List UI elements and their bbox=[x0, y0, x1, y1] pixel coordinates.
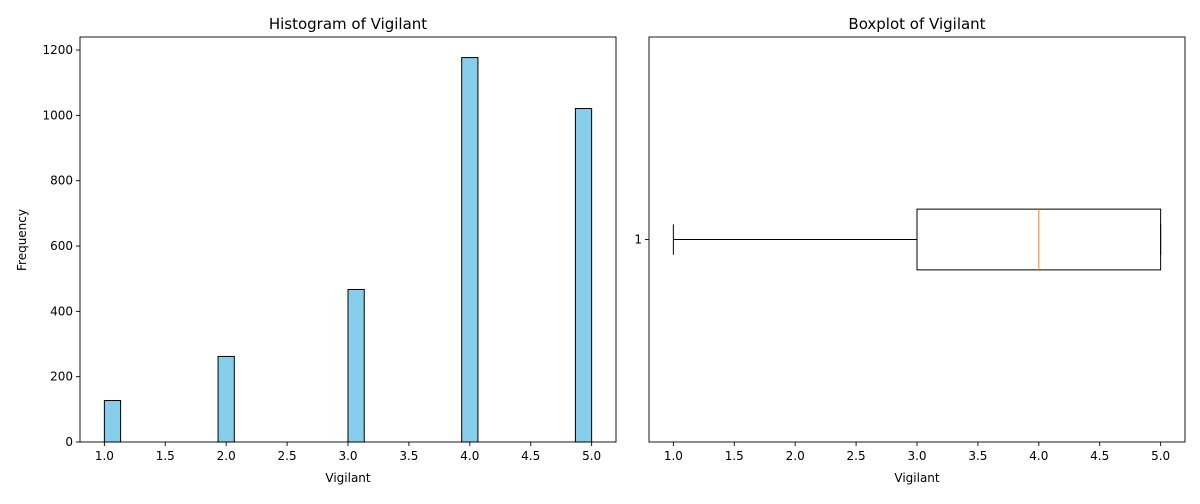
histogram-y-tick-label: 600 bbox=[50, 239, 73, 253]
boxplot-x-tick-label: 2.5 bbox=[847, 449, 866, 463]
boxplot-x-ticks: 1.0 1.5 2.0 2.5 3.0 3.5 4.0 4.5 5.0 bbox=[664, 442, 1170, 463]
boxplot-x-tick-label: 1.5 bbox=[725, 449, 744, 463]
boxplot-y-tick-label: 1 bbox=[634, 233, 642, 247]
histogram-y-tick-label: 800 bbox=[50, 174, 73, 188]
histogram-x-tick-label: 1.0 bbox=[95, 449, 114, 463]
histogram-x-axis-label: Vigilant bbox=[325, 471, 371, 485]
histogram-y-tick-label: 1000 bbox=[42, 108, 73, 122]
histogram-y-tick-label: 400 bbox=[50, 304, 73, 318]
boxplot-title: Boxplot of Vigilant bbox=[848, 15, 985, 33]
boxplot-x-axis-label: Vigilant bbox=[894, 471, 940, 485]
histogram-x-tick-label: 3.5 bbox=[399, 449, 418, 463]
histogram-x-ticks: 1.0 1.5 2.0 2.5 3.0 3.5 4.0 4.5 5.0 bbox=[95, 442, 601, 463]
boxplot-panel: Boxplot of Vigilant 1.0 1.5 2.0 2.5 3.0 3.5 4.… bbox=[634, 15, 1186, 485]
boxplot-x-tick-label: 1.0 bbox=[664, 449, 683, 463]
histogram-y-tick-label: 1200 bbox=[42, 43, 73, 57]
boxplot-x-tick-label: 3.5 bbox=[968, 449, 987, 463]
histogram-bars bbox=[103, 57, 593, 443]
boxplot-x-tick-label: 4.5 bbox=[1090, 449, 1109, 463]
histogram-x-tick-label: 5.0 bbox=[582, 449, 601, 463]
histogram-x-tick-label: 4.5 bbox=[521, 449, 540, 463]
histogram-y-ticks: 0 200 400 600 800 1000 1200 bbox=[42, 43, 80, 449]
boxplot-x-tick-label: 4.0 bbox=[1029, 449, 1048, 463]
histogram-x-tick-label: 1.5 bbox=[156, 449, 175, 463]
histogram-bar bbox=[574, 108, 593, 443]
boxplot-y-ticks: 1 bbox=[634, 233, 649, 247]
boxplot-x-tick-label: 5.0 bbox=[1151, 449, 1170, 463]
histogram-y-tick-label: 0 bbox=[65, 435, 73, 449]
histogram-y-tick-label: 200 bbox=[50, 370, 73, 384]
histogram-bar bbox=[103, 400, 122, 443]
histogram-x-tick-label: 3.0 bbox=[338, 449, 357, 463]
boxplot-x-tick-label: 3.0 bbox=[907, 449, 926, 463]
histogram-x-tick-label: 2.5 bbox=[278, 449, 297, 463]
histogram-y-axis-label: Frequency bbox=[15, 209, 29, 271]
boxplot-x-tick-label: 2.0 bbox=[786, 449, 805, 463]
boxplot-marks bbox=[672, 208, 1162, 271]
histogram-panel: Histogram of Vigilant 1.0 1.5 2.0 2.5 3.0 3.5… bbox=[15, 15, 617, 485]
histogram-bar bbox=[461, 57, 479, 443]
histogram-x-tick-label: 2.0 bbox=[217, 449, 236, 463]
histogram-bar bbox=[347, 288, 365, 443]
histogram-x-tick-label: 4.0 bbox=[460, 449, 479, 463]
histogram-title: Histogram of Vigilant bbox=[269, 15, 427, 33]
histogram-bar bbox=[217, 355, 235, 443]
